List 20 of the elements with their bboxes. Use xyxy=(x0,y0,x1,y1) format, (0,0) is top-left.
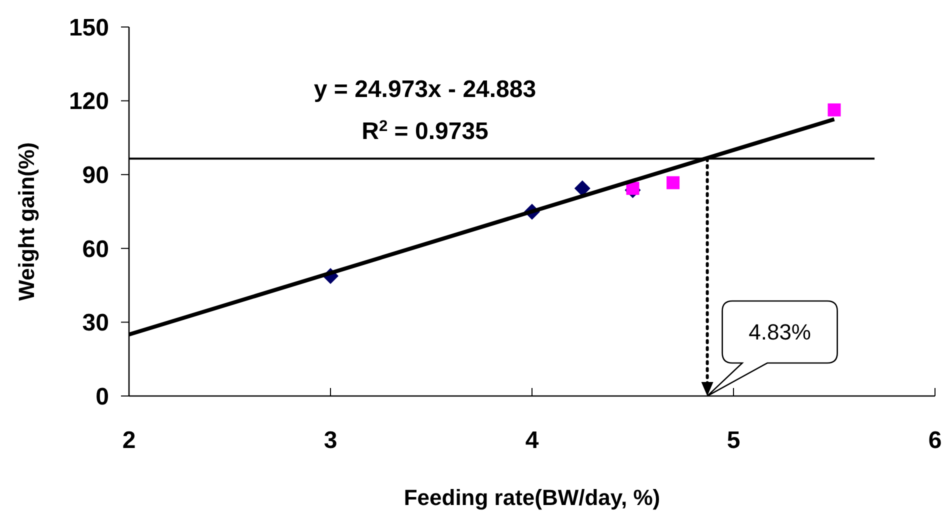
y-tick-label: 90 xyxy=(82,162,109,189)
y-axis-title: Weight gain(%) xyxy=(14,142,39,301)
annotation: 4.83% xyxy=(748,320,811,345)
point xyxy=(828,103,841,116)
annotation: y = 24.973x - 24.883 xyxy=(314,76,536,103)
x-tick-label: 2 xyxy=(122,427,136,454)
x-tick-label: 6 xyxy=(928,427,942,454)
y-tick-label: 0 xyxy=(96,383,109,410)
y-tick-label: 150 xyxy=(68,14,109,42)
point xyxy=(666,176,680,190)
y-tick-label: 120 xyxy=(68,88,109,116)
point xyxy=(574,180,590,196)
x-tick-label: 5 xyxy=(726,427,740,454)
x-tick-label: 3 xyxy=(324,427,338,454)
annotation: R$^{2}$ = 0.9735 xyxy=(362,118,488,145)
x-tick-label: 4 xyxy=(525,427,540,454)
y-tick-label: 60 xyxy=(82,236,109,263)
y-tick-label: 30 xyxy=(82,310,109,337)
point xyxy=(626,182,640,195)
x-axis-title: Feeding rate(BW/day, %) xyxy=(404,485,660,510)
